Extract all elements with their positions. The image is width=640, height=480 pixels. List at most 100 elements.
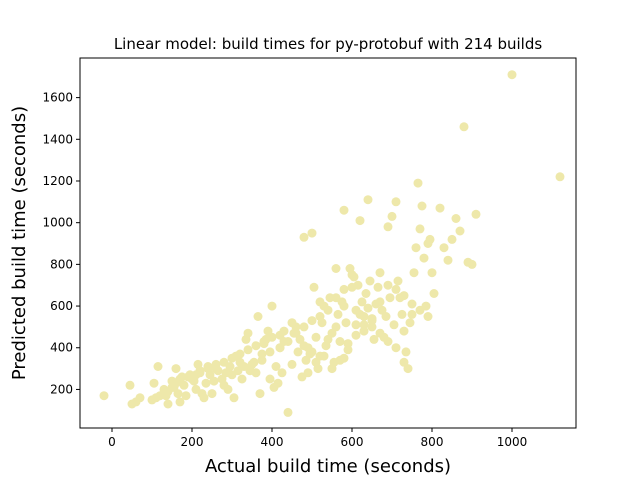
data-point [365,276,375,286]
data-point [149,378,159,388]
data-point [219,357,229,367]
y-tick-label: 800 [50,257,73,271]
data-point [447,234,457,244]
data-point [257,355,267,365]
data-point [339,284,349,294]
data-point [199,393,209,403]
data-point [415,305,425,315]
data-point [255,389,265,399]
y-tick-label: 400 [50,341,73,355]
x-tick-label: 800 [421,435,444,449]
data-point [375,297,385,307]
data-point [243,345,253,355]
data-point [373,282,383,292]
data-point [423,312,433,321]
data-point [207,389,217,399]
data-point [171,364,181,374]
y-axis: 200 400 600 800 1000 1200 1400 1600 [42,91,80,396]
data-point [315,312,325,321]
data-point [363,303,373,313]
data-point [275,330,285,340]
data-point [383,337,393,346]
data-point [405,318,415,328]
data-point [399,357,409,367]
data-point [173,389,183,399]
data-point [339,301,349,311]
data-point [315,297,325,307]
data-point [391,197,401,207]
data-point [383,280,393,290]
data-point [413,178,423,188]
data-point [415,224,425,234]
data-point [227,353,237,363]
data-point [99,391,109,401]
data-point [435,203,445,213]
data-point [419,253,429,263]
data-point [211,359,221,369]
data-point [383,222,393,232]
data-point [267,301,277,311]
y-tick-label: 1600 [42,91,73,105]
data-point [389,320,399,330]
data-point [351,305,361,315]
data-point [271,362,281,371]
data-point [387,211,397,221]
data-point [351,320,361,330]
data-point [299,232,309,242]
x-tick-label: 400 [261,435,284,449]
data-point [283,337,293,346]
data-point [291,328,301,338]
data-point [307,228,317,238]
data-point [367,322,377,332]
data-point [399,291,409,301]
data-point [237,374,247,384]
data-point [367,314,377,324]
data-point [327,364,337,374]
data-point [175,397,185,407]
data-point [429,289,439,298]
data-point [299,322,309,332]
data-point [339,205,349,215]
data-point [401,347,411,357]
data-point [229,393,239,403]
data-point [151,393,161,403]
x-axis: 0 200 400 600 800 1000 [108,428,527,449]
data-point [331,264,341,273]
data-point [267,332,277,342]
data-point [359,326,369,336]
data-point [375,268,385,278]
data-point [397,309,407,319]
data-point [265,347,275,357]
data-point [235,349,245,359]
data-point [335,355,345,365]
data-point [135,393,145,403]
data-point [283,407,293,417]
data-point [417,201,427,211]
data-point [273,378,283,388]
data-point [343,339,353,349]
data-point [253,312,263,321]
y-tick-label: 1000 [42,216,73,230]
data-point [287,318,297,328]
data-point [303,343,313,353]
data-point [259,337,269,346]
y-tick-label: 200 [50,382,73,396]
data-point [385,293,395,303]
data-point [335,337,345,346]
y-tick-label: 1400 [42,132,73,146]
data-point [203,364,213,374]
data-point [411,243,421,253]
data-point [353,280,363,290]
data-point [347,270,357,280]
x-tick-label: 0 [108,435,116,449]
data-point [257,349,267,359]
data-point [399,326,409,336]
data-point [455,226,465,236]
data-point [391,343,401,353]
data-point [361,289,371,298]
data-point [125,380,135,390]
y-axis-label: Predicted build time (seconds) [9,106,30,380]
data-point [359,312,369,321]
